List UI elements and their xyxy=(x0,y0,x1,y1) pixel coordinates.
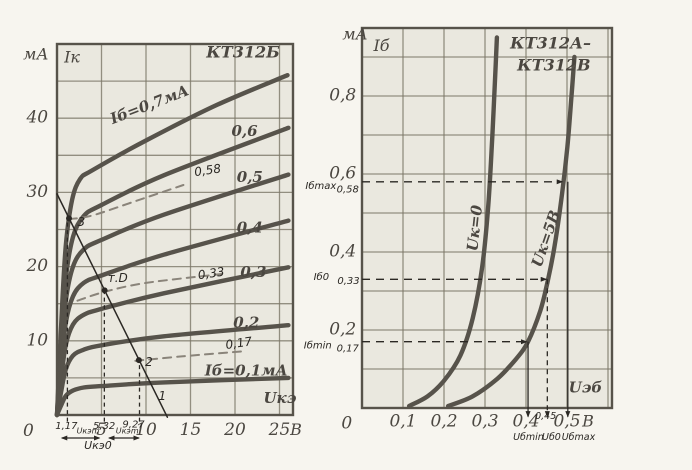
curve-uk-0 xyxy=(406,35,500,409)
x-unit: В xyxy=(289,420,302,439)
hand-ub-label: Uбmin xyxy=(513,432,544,443)
hand-ub-label: Uб0 xyxy=(542,432,561,443)
curve-label: 0,3 xyxy=(240,263,266,281)
y-tick: 20 xyxy=(25,256,48,276)
x-tick: 5 xyxy=(96,420,107,440)
chart-title-line1: КТ312А– xyxy=(509,33,591,52)
chart-border xyxy=(360,26,614,410)
hand-point-label: т.D xyxy=(108,271,128,285)
chart-border xyxy=(55,42,295,417)
x-tick: 0,3 xyxy=(471,412,498,432)
chart-title: КТ312Б xyxy=(205,42,280,61)
hand-ib-value: 0,58 xyxy=(193,161,222,179)
hand-ib-value: 0,58 xyxy=(337,185,359,196)
curve-label: 0,5 xyxy=(237,168,263,186)
curve-label: 0,4 xyxy=(237,218,263,236)
curve-ib-0-3ma xyxy=(54,265,291,418)
hand-ukem-label: Uкэm xyxy=(116,427,139,436)
curve-label: Uк=0 xyxy=(463,204,486,252)
hand-uke-value: 9,27 xyxy=(122,420,145,431)
y-symbol: Iк xyxy=(63,48,80,67)
curve-ib-0-33ma-dashed xyxy=(76,273,223,302)
point-d xyxy=(101,287,108,294)
x-axis-symbol: Uкэ xyxy=(263,389,296,407)
curve-label: 0,2 xyxy=(233,313,259,331)
hand-ib-value: 0,17 xyxy=(225,334,254,352)
x-tick: 25 xyxy=(268,420,291,440)
y-tick: 0,8 xyxy=(329,86,356,106)
chart-title-line2: КТ312В xyxy=(516,56,590,75)
hand-uke-value: 1,17 xyxy=(55,421,78,432)
y-unit: мА xyxy=(23,45,48,64)
hand-uke0-label: Uкэ0 xyxy=(84,439,112,452)
load-line xyxy=(56,193,169,418)
hand-uke-value: 5,32 xyxy=(93,421,115,432)
curve-label: 0,6 xyxy=(231,122,258,140)
hand-ib-label: Iбmin xyxy=(304,340,332,352)
hand-point-label: 2 xyxy=(145,355,153,369)
hand-ib-label: Iб0 xyxy=(314,271,329,283)
hand-point-label: 3 xyxy=(77,215,85,229)
hand-point-label: 1 xyxy=(158,389,166,403)
x-tick: 0,2 xyxy=(430,412,457,432)
y-symbol: Iб xyxy=(372,36,389,55)
curve-uk-5v xyxy=(445,54,577,409)
curve-ib-0-1ma xyxy=(54,375,291,418)
y-tick: 40 xyxy=(25,108,48,128)
x-tick: 0,5 xyxy=(553,412,580,432)
curve-ib-0-58ma-dashed xyxy=(68,184,185,221)
x-tick: 20 xyxy=(223,420,246,440)
x-tick: 10 xyxy=(135,420,157,440)
hand-ukem-label: Uкэm xyxy=(77,427,100,436)
x-axis-symbol: Uэб xyxy=(569,378,603,396)
point-3 xyxy=(66,215,73,222)
y-tick: 0,6 xyxy=(329,164,356,184)
y-tick: 0,2 xyxy=(329,320,356,340)
curve-ib-0-2ma xyxy=(54,323,291,418)
output-characteristics: мА Iк КТ312БIб=0,7мА0,60,50,40,30,2Iб=0,1м… xyxy=(23,42,302,452)
x-tick: 0,1 xyxy=(389,412,416,432)
x-unit: В xyxy=(581,412,594,431)
curve-ib-0-17ma-dashed xyxy=(134,350,245,362)
y-tick: 0,4 xyxy=(329,242,356,262)
hand-ub-value: 0,45 xyxy=(535,411,556,422)
y-tick: 10 xyxy=(26,330,48,350)
hand-ib-value: 0,33 xyxy=(197,265,225,283)
origin: 0 xyxy=(23,421,34,441)
y-unit: мА xyxy=(342,24,367,43)
origin: 0 xyxy=(341,413,352,433)
curve-label: Iб=0,1мА xyxy=(204,362,288,380)
y-tick: 30 xyxy=(26,182,48,202)
hand-ib-label: Iбmax xyxy=(305,180,336,192)
x-tick: 0,4 xyxy=(512,412,539,432)
x-tick: 15 xyxy=(180,420,202,440)
hand-ub-label: Uбmax xyxy=(562,432,596,443)
hand-ib-value: 0,17 xyxy=(337,343,360,354)
point-2 xyxy=(135,357,142,364)
hand-ib-value: 0,33 xyxy=(337,276,359,287)
